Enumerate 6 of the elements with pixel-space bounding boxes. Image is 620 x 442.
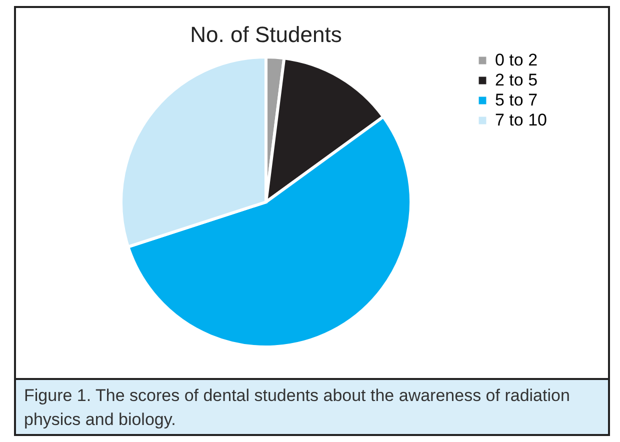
legend-label: 2 to 5 <box>495 70 538 90</box>
chart-title: No. of Students <box>190 22 342 47</box>
legend-label: 5 to 7 <box>495 90 538 110</box>
legend-label: 0 to 2 <box>495 50 538 70</box>
caption: Figure 1. The scores of dental students about the awareness of radiation physics and biology. <box>24 385 571 431</box>
legend-label: 7 to 10 <box>495 110 547 130</box>
